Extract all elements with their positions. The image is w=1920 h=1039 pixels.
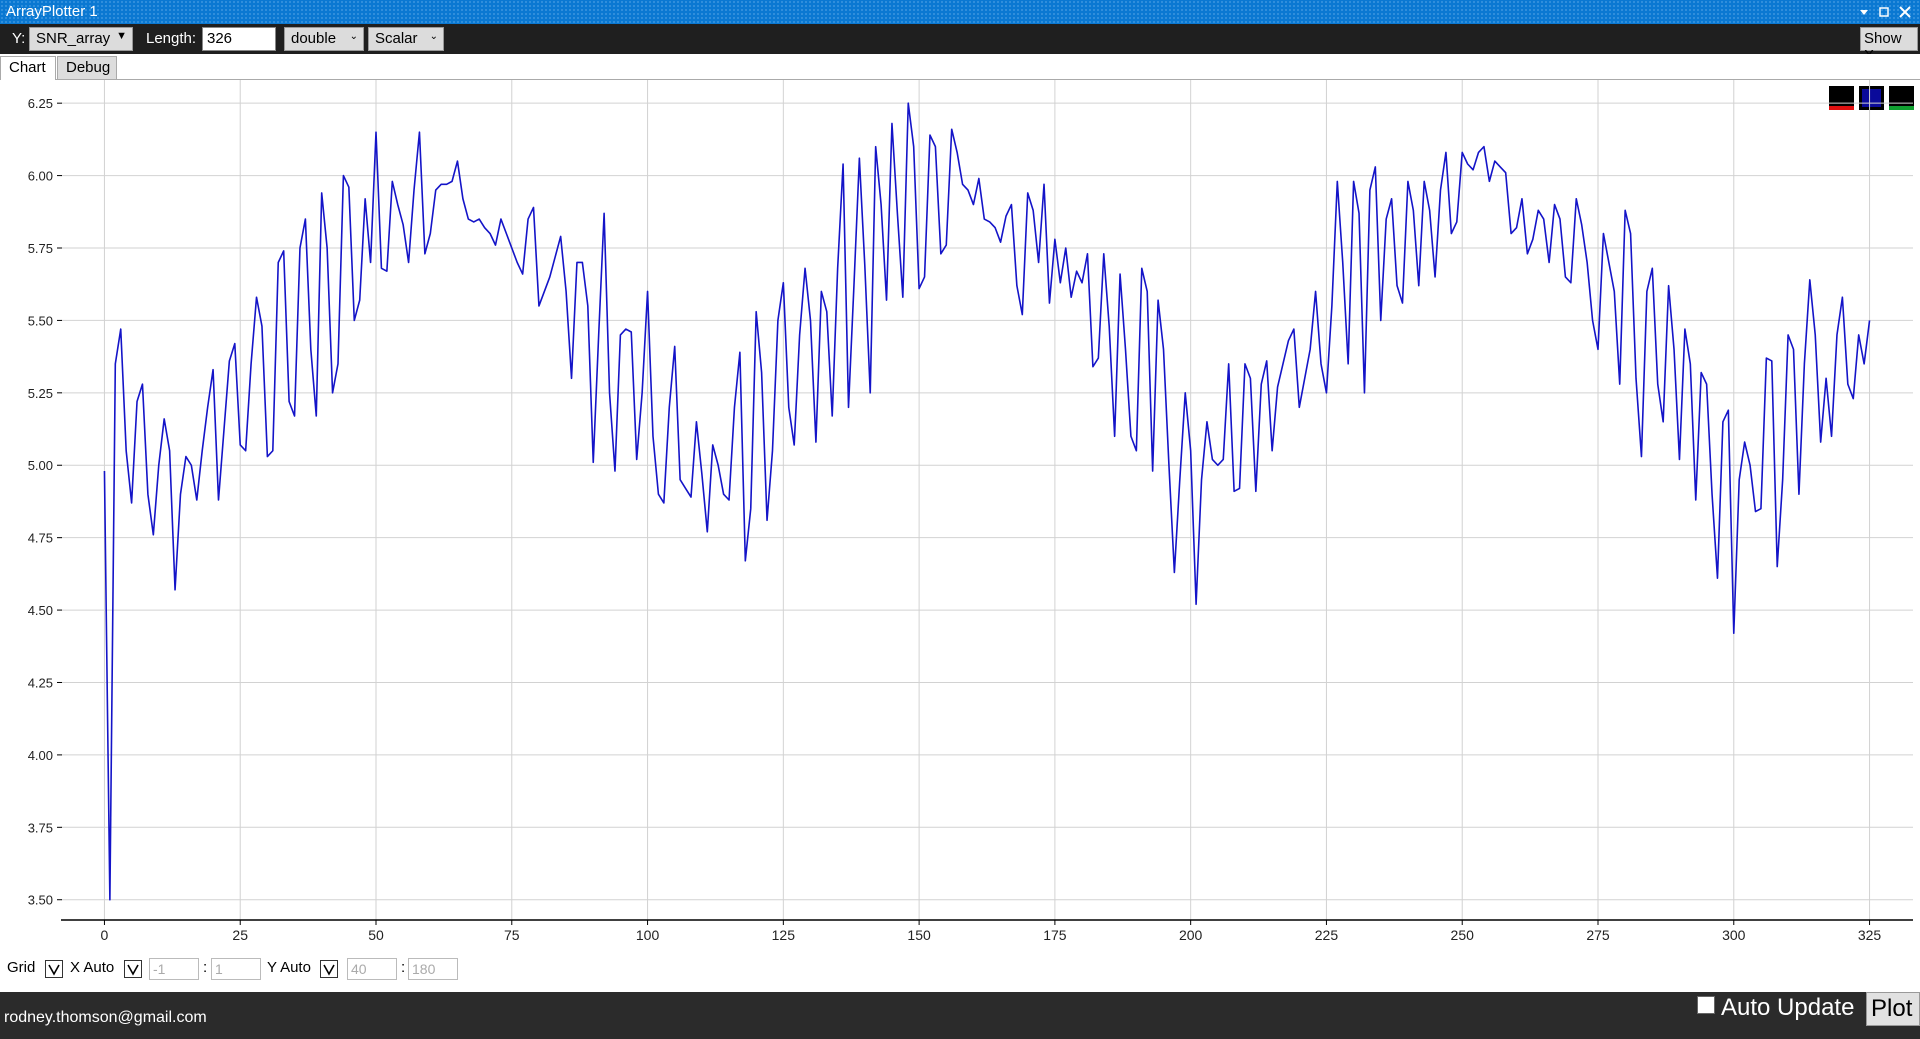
y-label: Y:	[12, 30, 26, 47]
separator: :	[401, 959, 406, 976]
auto-update-label: Auto Update	[1721, 994, 1855, 1021]
y-tick-label: 5.50	[28, 313, 53, 328]
y-tick-label: 6.00	[28, 169, 53, 184]
mode-select-text: Scalar	[375, 30, 418, 47]
tab-bar: Chart Debug	[0, 54, 1920, 80]
y-select-text: SNR_array	[36, 30, 111, 47]
x-auto-checkbox[interactable]	[124, 960, 142, 978]
y-max-value: 180	[412, 961, 436, 977]
y-auto-label: Y Auto	[267, 959, 311, 976]
x-tick-label: 75	[504, 927, 520, 943]
x-min-value: -1	[153, 961, 166, 977]
toolbar: Y: SNR_array ▼ Length: 326 double ⌄ Scalar…	[0, 24, 1920, 64]
grid-checkbox[interactable]	[45, 960, 63, 978]
title-bar: ArrayPlotter 1	[0, 0, 1920, 24]
x-tick-label: 300	[1722, 927, 1746, 943]
grid-label: Grid	[7, 959, 36, 976]
email: rodney.thomson@gmail.com	[4, 1009, 207, 1026]
x-tick-label: 125	[772, 927, 796, 943]
type-select-text: double	[291, 30, 337, 47]
x-tick-label: 100	[636, 927, 660, 943]
y-tick-label: 3.50	[28, 893, 53, 908]
tab-debug[interactable]: Debug	[57, 56, 117, 80]
y-tick-label: 5.75	[28, 241, 53, 256]
x-tick-label: 150	[907, 927, 931, 943]
auto-update-checkbox[interactable]	[1697, 996, 1715, 1014]
y-min-value: 40	[351, 961, 367, 977]
plot-label: Plot	[1871, 995, 1913, 1022]
x-tick-label: 250	[1451, 927, 1475, 943]
y-tick-label: 4.25	[28, 675, 53, 690]
y-tick-label: 5.25	[28, 386, 53, 401]
axis-controls: Grid X Auto -1 : 1 Y Auto 40 : 180	[0, 955, 1920, 992]
window-buttons[interactable]	[1856, 4, 1916, 20]
y-tick-label: 5.00	[28, 458, 53, 473]
y-select[interactable]: SNR_array ▼	[29, 27, 133, 51]
y-tick-label: 3.75	[28, 820, 53, 835]
x-tick-label: 50	[368, 927, 384, 943]
separator: :	[203, 959, 208, 976]
window-title: ArrayPlotter 1	[6, 3, 98, 20]
y-min-input[interactable]: 40	[347, 958, 397, 980]
y-tick-label: 4.75	[28, 531, 53, 546]
tab-label: Debug	[66, 59, 111, 76]
type-select[interactable]: double ⌄	[284, 27, 364, 51]
x-auto-label: X Auto	[70, 959, 115, 976]
y-tick-label: 6.25	[28, 96, 53, 111]
x-tick-label: 325	[1858, 927, 1882, 943]
y-tick-label: 4.50	[28, 603, 53, 618]
x-max-input[interactable]: 1	[211, 958, 261, 980]
x-tick-label: 175	[1043, 927, 1067, 943]
x-tick-label: 25	[232, 927, 248, 943]
footer: rodney.thomson@gmail.com Auto Update Plo…	[0, 992, 1920, 1039]
tab-label: Chart	[9, 59, 46, 76]
x-tick-label: 275	[1586, 927, 1610, 943]
x-tick-label: 225	[1315, 927, 1339, 943]
plot-button[interactable]: Plot	[1866, 992, 1920, 1026]
show-x-button[interactable]: Show X	[1860, 27, 1918, 64]
legend-swatches[interactable]	[1829, 86, 1914, 110]
x-min-input[interactable]: -1	[149, 958, 199, 980]
y-max-input[interactable]: 180	[408, 958, 458, 980]
x-max-value: 1	[215, 961, 223, 977]
length-label: Length:	[146, 30, 197, 47]
mode-select[interactable]: Scalar ⌄	[368, 27, 444, 51]
y-tick-label: 4.00	[28, 748, 53, 763]
tab-chart[interactable]: Chart	[0, 56, 56, 80]
length-value: 326	[207, 30, 233, 47]
data-line	[103, 102, 1871, 901]
chart: 0 25 50 75 100 125 150 175 200 225 250 275 300 325 3.5…	[28, 80, 1914, 943]
y-auto-checkbox[interactable]	[320, 960, 338, 978]
x-tick-label: 0	[101, 927, 109, 943]
length-input[interactable]: 326	[202, 27, 276, 51]
x-tick-label: 200	[1179, 927, 1203, 943]
